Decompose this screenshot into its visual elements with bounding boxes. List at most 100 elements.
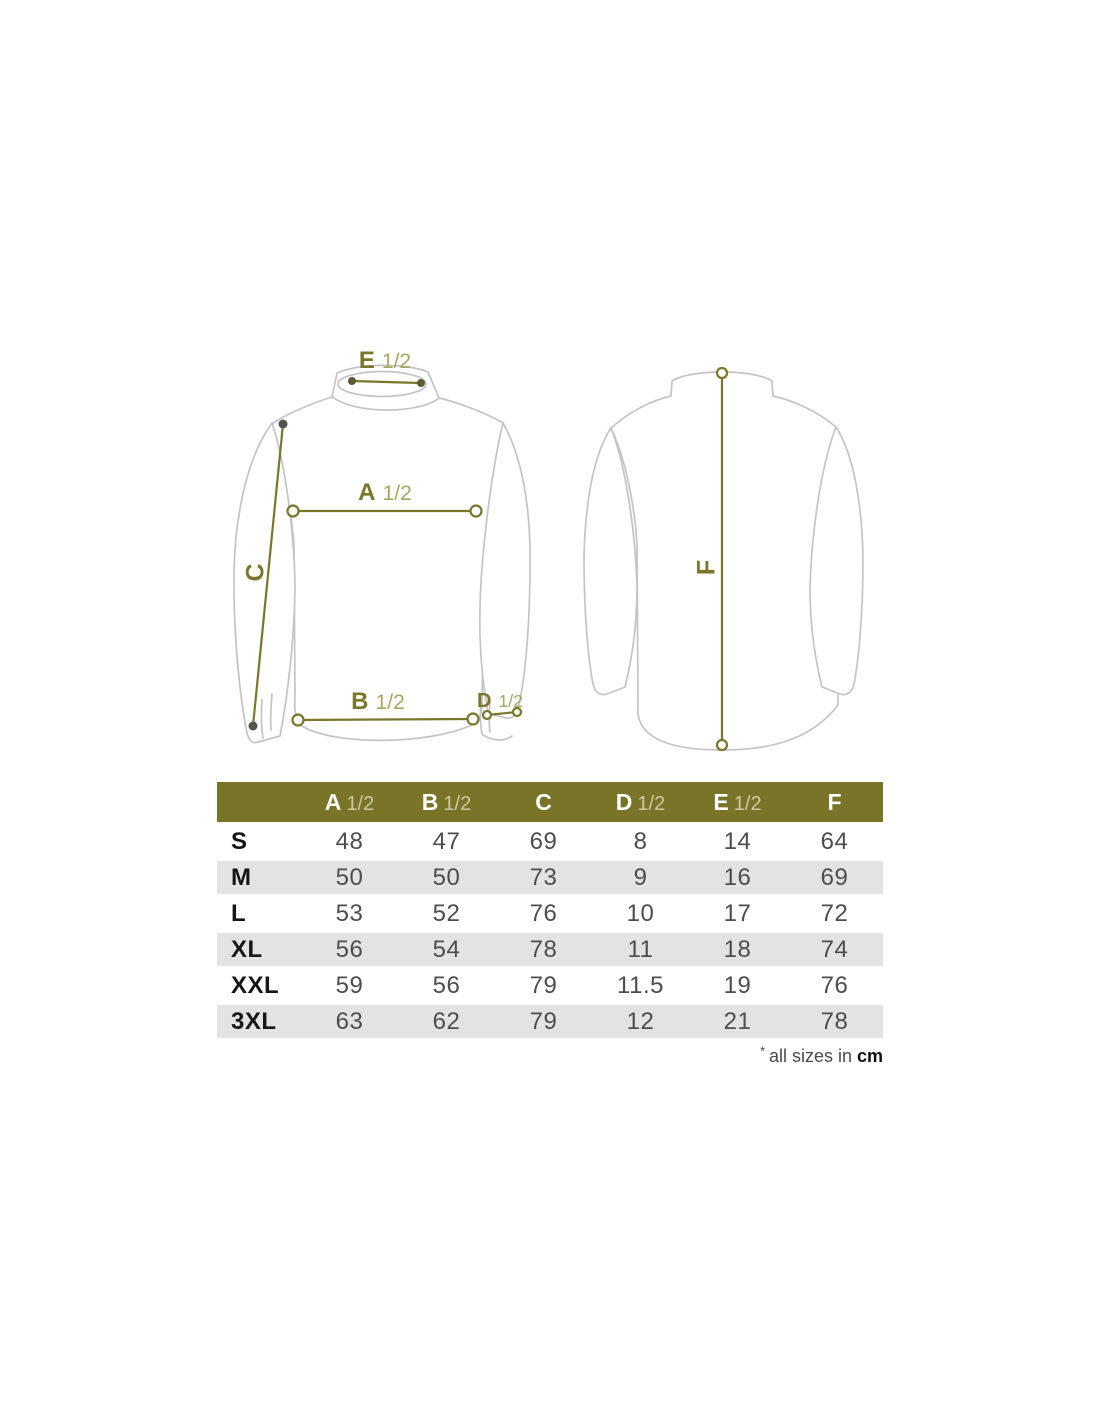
column-fraction: 1/2 [637, 792, 666, 815]
measurement-value: 12 [592, 1005, 689, 1038]
measurement-value: 69 [529, 827, 558, 855]
size-label: L [231, 899, 247, 927]
front-collar-seam [332, 396, 439, 411]
column-header-f: F [786, 782, 883, 822]
footnote-asterisk: * [760, 1044, 765, 1058]
measure-circle-b1 [291, 713, 305, 727]
back-left-sleeve [583, 427, 638, 696]
measurement-value: 21 [689, 1005, 786, 1038]
measurement-value: 54 [398, 933, 495, 966]
measurement-value: 78 [786, 1005, 883, 1038]
column-letter: C [535, 788, 552, 815]
measurement-value: 73 [495, 861, 592, 894]
front-cuff-creases [260, 693, 513, 741]
measurement-value: 69 [786, 861, 883, 894]
label-a-letter: A [358, 479, 376, 506]
front-body [271, 364, 504, 742]
label-b-fraction: 1/2 [375, 691, 405, 714]
measurement-value: 17 [723, 899, 752, 927]
measurement-value: 72 [820, 899, 849, 927]
table-row-l: L 53 52 76 10 17 72 [217, 897, 883, 930]
column-header-b: B 1/2 [398, 782, 495, 822]
measurement-value: 53 [335, 899, 364, 927]
label-e: E 1/2 [335, 349, 435, 373]
measure-circle-f1 [715, 366, 729, 380]
label-e-letter: E [358, 347, 375, 374]
column-fraction: 1/2 [443, 792, 472, 815]
measurement-value: 11 [592, 933, 689, 966]
column-header-a: A 1/2 [301, 782, 398, 822]
size-label: M [217, 861, 301, 894]
measurement-value: 50 [301, 861, 398, 894]
size-table-container: A 1/2 B 1/2 C D 1/2 E 1/2 F S 48 47 69 8 14 64 M 50 50 73 9 1… [217, 779, 883, 1041]
table-row-xxl: XXL 59 56 79 11.5 19 76 [217, 969, 883, 1002]
front-left-sleeve [233, 422, 296, 744]
back-garment-outline [583, 371, 864, 751]
measurement-value: 8 [633, 827, 648, 855]
column-fraction: 1/2 [346, 792, 375, 815]
footnote-unit: cm [856, 1046, 883, 1066]
measure-circle-b2 [466, 712, 480, 726]
table-row-m: M 50 50 73 9 16 69 [217, 861, 883, 894]
measurement-value: 16 [689, 861, 786, 894]
units-footnote: * all sizes in cm [760, 1044, 883, 1067]
front-right-sleeve [478, 422, 531, 720]
measurement-value: 10 [626, 899, 655, 927]
label-e-fraction: 1/2 [381, 350, 412, 373]
size-table-body: S 48 47 69 8 14 64 M 50 50 73 9 16 69 L 53 52 76 10 17 72 XL 5… [217, 825, 883, 1038]
column-header-d: D 1/2 [592, 782, 689, 822]
column-letter: B [421, 788, 439, 815]
measurement-value: 47 [432, 827, 461, 855]
label-d-letter: D [477, 690, 492, 712]
measurement-value: 76 [529, 899, 558, 927]
column-header-c: C [495, 782, 592, 822]
label-f: F [693, 550, 721, 586]
measurement-value: 19 [723, 971, 752, 999]
measurement-value: 14 [723, 827, 752, 855]
label-d: D 1/2 [468, 691, 532, 711]
header-row: A 1/2 B 1/2 C D 1/2 E 1/2 F [217, 782, 883, 822]
measurement-value: 64 [820, 827, 849, 855]
measurement-value: 52 [432, 899, 461, 927]
measure-line-e [350, 379, 423, 385]
measurement-value: 56 [301, 933, 398, 966]
measure-dot-c2 [248, 721, 258, 731]
footnote-text: all sizes in [768, 1046, 852, 1066]
column-letter: E [713, 788, 729, 815]
measurement-value: 76 [820, 971, 849, 999]
label-d-fraction: 1/2 [498, 691, 523, 711]
measurement-value: 78 [495, 933, 592, 966]
column-header-e: E 1/2 [689, 782, 786, 822]
label-a: A 1/2 [335, 481, 435, 505]
back-body [610, 371, 842, 751]
size-table-header: A 1/2 B 1/2 C D 1/2 E 1/2 F [217, 782, 883, 822]
column-fraction: 1/2 [733, 792, 762, 815]
measurement-value: 11.5 [617, 971, 664, 999]
size-label: S [231, 827, 248, 855]
measurement-value: 59 [335, 971, 364, 999]
column-letter: A [324, 788, 342, 815]
size-column-header [217, 782, 301, 822]
measure-circle-f2 [715, 738, 729, 752]
measurement-value: 79 [495, 1005, 592, 1038]
table-row-3xl: 3XL 63 62 79 12 21 78 [217, 1005, 883, 1038]
measure-circle-a2 [469, 504, 483, 518]
measure-circle-a1 [286, 504, 300, 518]
measurement-value: 18 [689, 933, 786, 966]
measurement-value: 79 [529, 971, 558, 999]
table-row-xl: XL 56 54 78 11 18 74 [217, 933, 883, 966]
measurement-value: 48 [335, 827, 364, 855]
measurement-value: 62 [398, 1005, 495, 1038]
size-table: A 1/2 B 1/2 C D 1/2 E 1/2 F S 48 47 69 8 14 64 M 50 50 73 9 1… [217, 779, 883, 1041]
label-c: C [241, 555, 270, 591]
size-label: XL [217, 933, 301, 966]
label-b-letter: B [351, 688, 369, 715]
measure-dot-e2 [417, 379, 425, 387]
table-row-s: S 48 47 69 8 14 64 [217, 825, 883, 858]
label-c-letter: C [241, 563, 270, 582]
front-collar-opening [337, 370, 427, 398]
measure-circle-d2 [511, 706, 523, 718]
size-label: 3XL [217, 1005, 301, 1038]
